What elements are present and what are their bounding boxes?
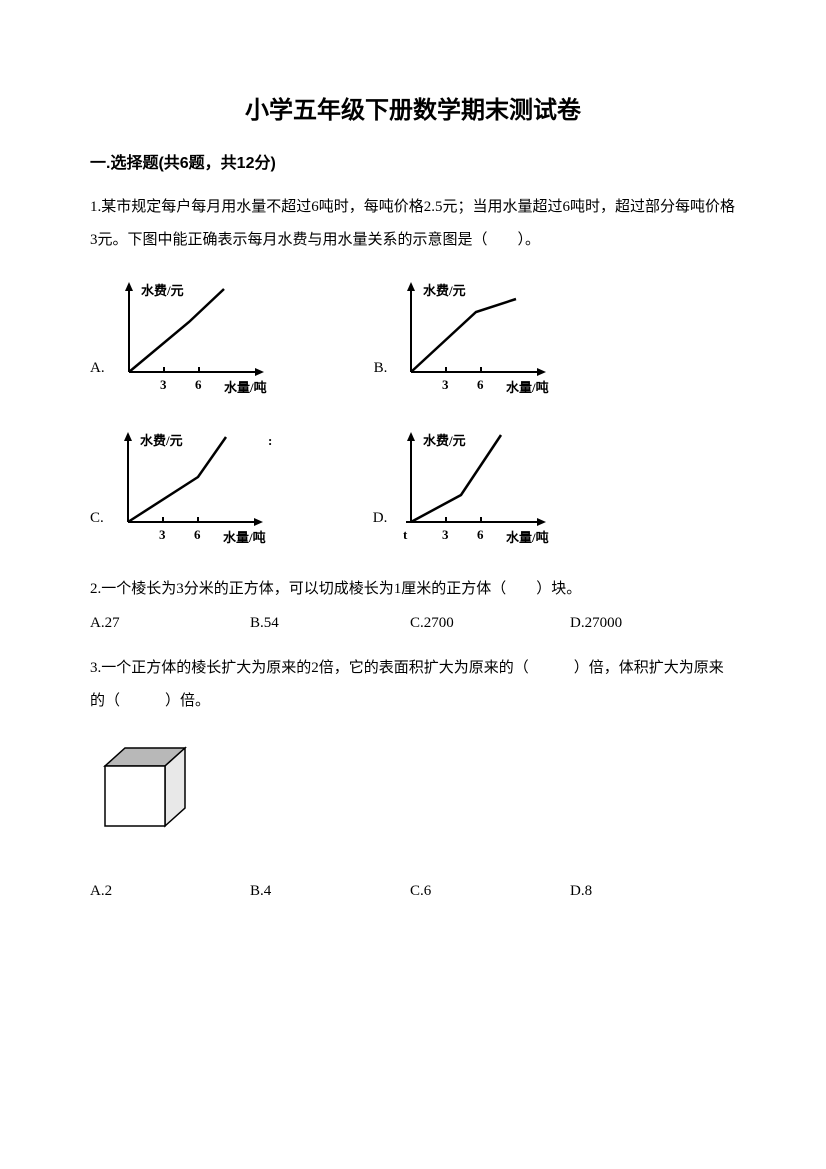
- svg-text:水费/元: 水费/元: [423, 433, 466, 448]
- q3-option-a: A.2: [90, 883, 250, 900]
- page-title: 小学五年级下册数学期末测试卷: [90, 90, 736, 125]
- svg-text:3: 3: [159, 527, 166, 542]
- q3-option-b: B.4: [250, 883, 410, 900]
- q1-chart-b: B. 水费/元 水量/吨 3 6: [374, 277, 567, 397]
- q2-option-c: C.2700: [410, 615, 570, 632]
- chart-c-svg: 水费/元 水量/吨 3 6 :: [108, 427, 283, 547]
- q1-label-c: C.: [90, 510, 104, 547]
- svg-text:3: 3: [160, 377, 167, 392]
- svg-text:水费/元: 水费/元: [140, 433, 183, 448]
- q1-chart-a: A. 水费/元 水量/吨 3 6: [90, 277, 284, 397]
- q3-option-c: C.6: [410, 883, 570, 900]
- svg-text:3: 3: [442, 377, 449, 392]
- question-2-text: 2.一个棱长为3分米的正方体，可以切成棱长为1厘米的正方体（ ）块。: [90, 577, 736, 601]
- q2-option-b: B.54: [250, 615, 410, 632]
- cube-svg: [90, 738, 200, 838]
- q1-label-d: D.: [373, 510, 388, 547]
- chart-b-svg: 水费/元 水量/吨 3 6: [391, 277, 566, 397]
- q3-cube-figure: [90, 738, 736, 843]
- svg-text:t: t: [403, 527, 408, 542]
- svg-text:水量/吨: 水量/吨: [224, 380, 267, 395]
- svg-text:6: 6: [477, 377, 484, 392]
- q2-option-d: D.27000: [570, 615, 730, 632]
- chart-d-svg: 水费/元 水量/吨 t 3 6: [391, 427, 566, 547]
- svg-text::: :: [268, 433, 272, 448]
- svg-text:水量/吨: 水量/吨: [506, 380, 549, 395]
- svg-text:6: 6: [477, 527, 484, 542]
- q1-chart-c: C. 水费/元 水量/吨 3 6 :: [90, 427, 283, 547]
- svg-text:水量/吨: 水量/吨: [506, 530, 549, 545]
- q1-label-a: A.: [90, 360, 105, 397]
- q1-chart-d: D. 水费/元 水量/吨 t 3 6: [373, 427, 567, 547]
- q2-options: A.27 B.54 C.2700 D.27000: [90, 615, 736, 632]
- q3-option-d: D.8: [570, 883, 730, 900]
- svg-text:水费/元: 水费/元: [141, 283, 184, 298]
- svg-text:3: 3: [442, 527, 449, 542]
- svg-text:6: 6: [195, 377, 202, 392]
- q2-option-a: A.27: [90, 615, 250, 632]
- question-3-text: 3.一个正方体的棱长扩大为原来的2倍，它的表面积扩大为原来的（ ）倍，体积扩大为…: [90, 652, 736, 718]
- q1-charts-row-2: C. 水费/元 水量/吨 3 6 : D. 水费/元 水量/吨 t 3: [90, 427, 736, 547]
- svg-text:水费/元: 水费/元: [423, 283, 466, 298]
- q1-charts-row-1: A. 水费/元 水量/吨 3 6 B. 水费/元 水量/吨 3 6: [90, 277, 736, 397]
- q3-options: A.2 B.4 C.6 D.8: [90, 883, 736, 900]
- svg-text:6: 6: [194, 527, 201, 542]
- q1-label-b: B.: [374, 360, 388, 397]
- question-1-text: 1.某市规定每户每月用水量不超过6吨时，每吨价格2.5元；当用水量超过6吨时，超…: [90, 191, 736, 257]
- section-1-header: 一.选择题(共6题，共12分): [90, 149, 736, 173]
- chart-a-svg: 水费/元 水量/吨 3 6: [109, 277, 284, 397]
- svg-text:水量/吨: 水量/吨: [223, 530, 266, 545]
